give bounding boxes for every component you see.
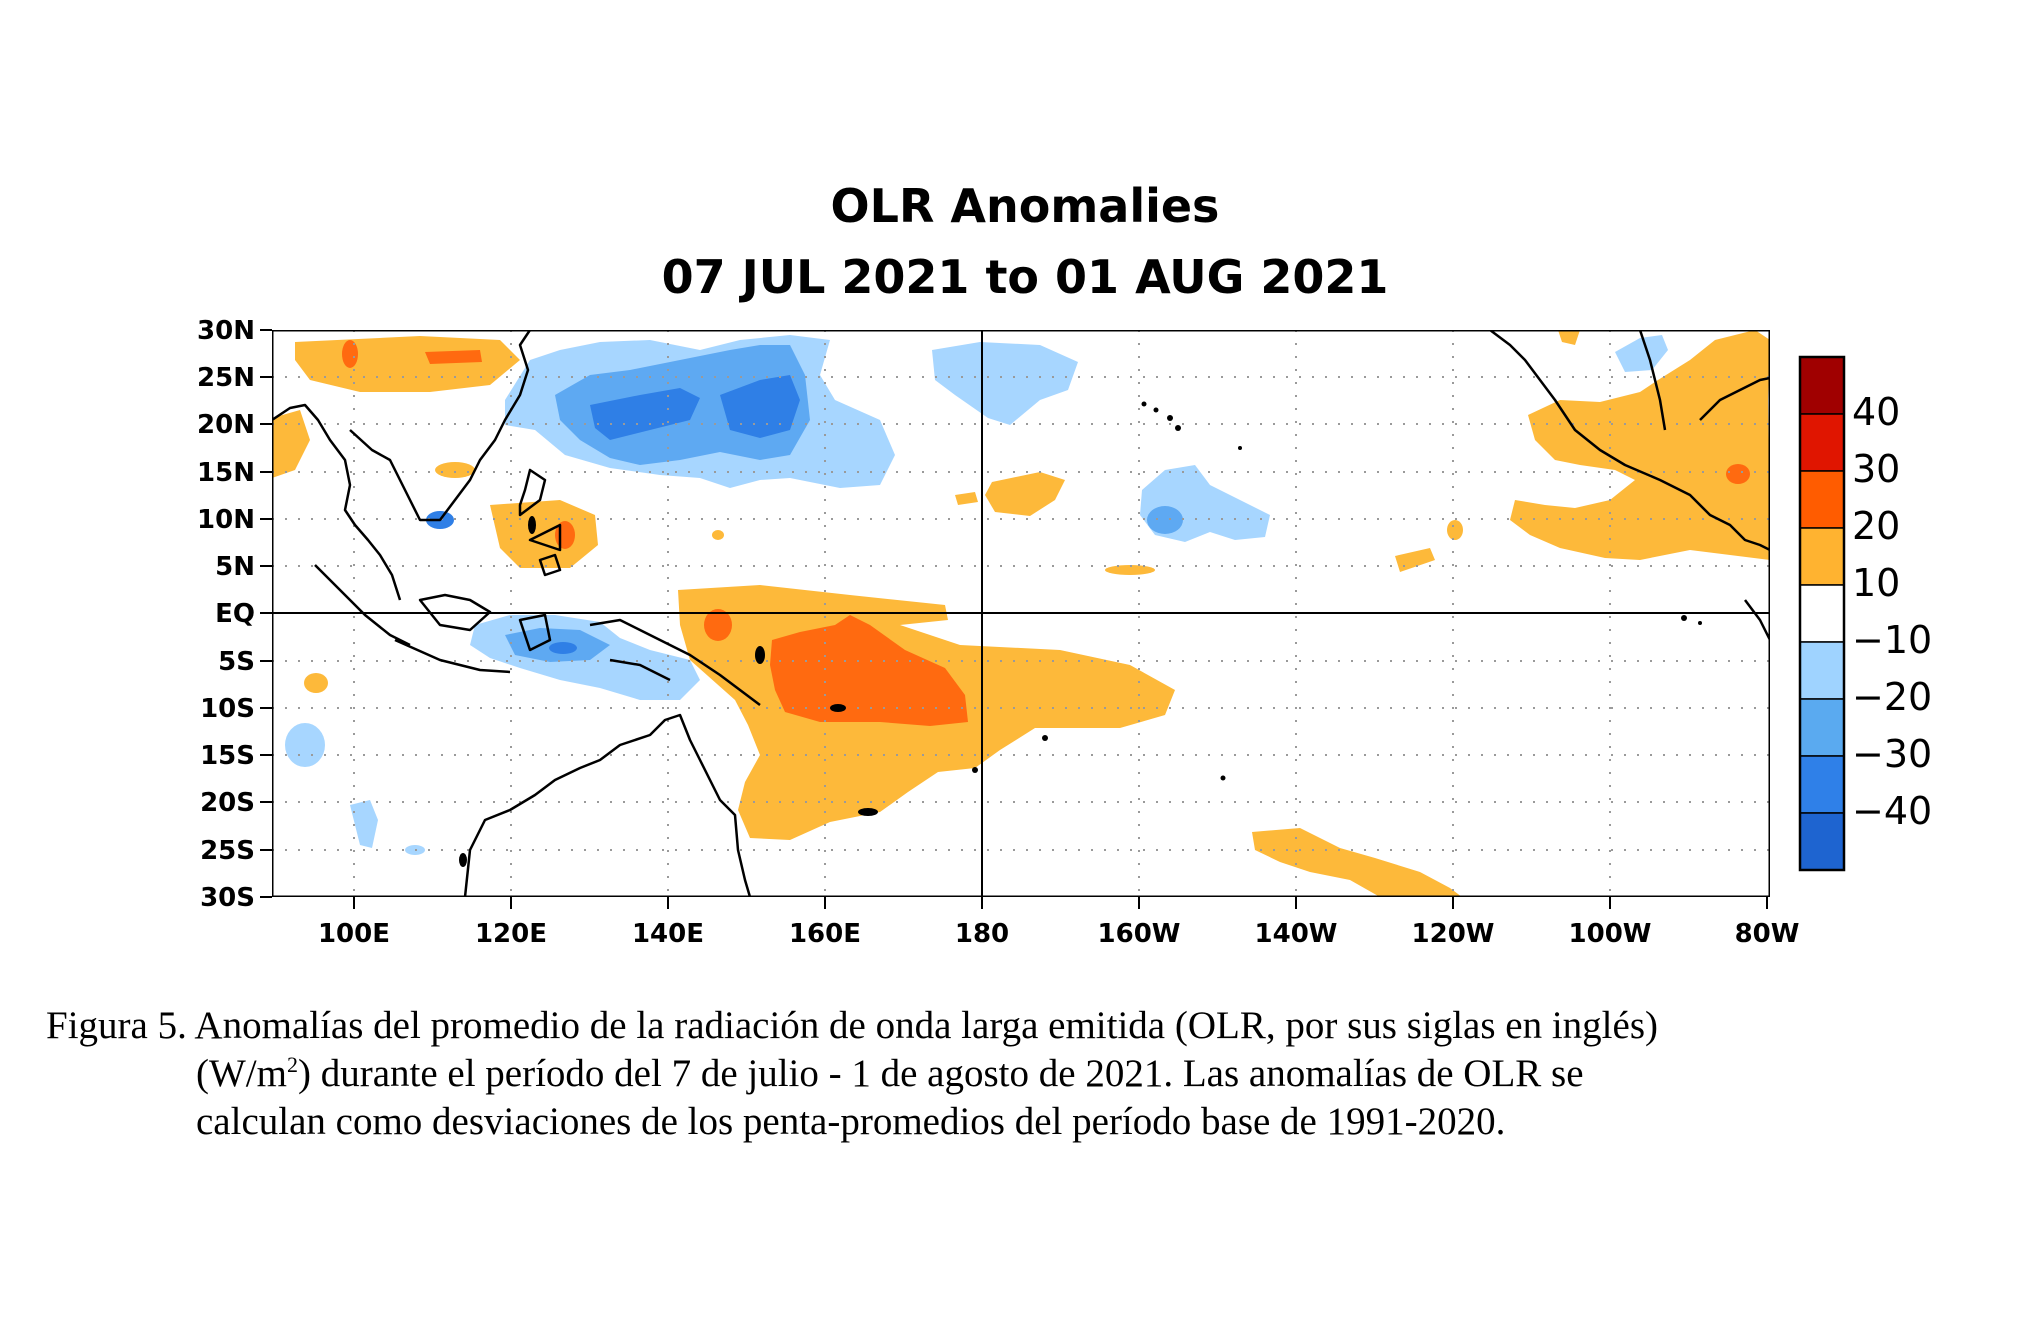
lat-label: 5N <box>215 552 255 582</box>
colorbar-swatch <box>1799 356 1845 415</box>
colorbar-label: 30 <box>1852 447 1900 491</box>
lon-label: 140E <box>632 919 704 949</box>
caption-superscript: 2 <box>286 1052 298 1077</box>
lat-label: 25N <box>197 363 255 393</box>
map-title: OLR Anomalies <box>831 179 1220 233</box>
lon-label: 120E <box>475 919 547 949</box>
figure-caption: Figura 5. Anomalías del promedio de la r… <box>46 1002 2006 1146</box>
colorbar: 40 30 20 10 −10 −20 −30 −40 <box>1798 355 1932 872</box>
colorbar-label: 40 <box>1852 390 1900 434</box>
colorbar-label: −20 <box>1852 675 1932 719</box>
colorbar-swatch <box>1799 584 1845 643</box>
lon-label: 160E <box>789 919 861 949</box>
colorbar-label: −40 <box>1852 789 1932 833</box>
colorbar-label: −10 <box>1852 618 1932 662</box>
colorbar-swatch <box>1799 812 1845 871</box>
lon-label: 160W <box>1098 919 1181 949</box>
strong-positive-anomaly-regions <box>342 340 1750 726</box>
colorbar-swatch <box>1799 755 1845 814</box>
colorbar-label: 20 <box>1852 504 1900 548</box>
lat-label: 25S <box>200 836 255 866</box>
lon-label: 100E <box>318 919 390 949</box>
lat-label: 20N <box>197 410 255 440</box>
caption-line-2-start: (W/m <box>196 1052 287 1095</box>
colorbar-swatch <box>1799 698 1845 757</box>
colorbar-label: −30 <box>1852 732 1932 776</box>
lat-label: 30S <box>200 883 255 913</box>
caption-line-3: calculan como desviaciones de los penta-… <box>196 1100 1506 1143</box>
lat-label: 10S <box>200 694 255 724</box>
olr-anomaly-figure: OLR Anomalies 07 JUL 2021 to 01 AUG 2021 <box>197 179 1932 949</box>
lat-label: 5S <box>218 647 255 677</box>
coastlines <box>272 330 1770 897</box>
lon-label: 120W <box>1412 919 1495 949</box>
colorbar-label: 10 <box>1852 561 1900 605</box>
lat-label: 10N <box>197 505 255 535</box>
lat-label: 20S <box>200 788 255 818</box>
caption-line-1: Figura 5. Anomalías del promedio de la r… <box>46 1004 1658 1047</box>
colorbar-swatch <box>1799 527 1845 586</box>
lat-label: EQ <box>215 599 255 629</box>
caption-line-2-end: ) durante el período del 7 de julio - 1 … <box>297 1052 1584 1095</box>
longitude-axis: 100E 120E 140E 160E 180 160W 140W 120W 1… <box>318 897 1799 949</box>
colorbar-swatch <box>1799 413 1845 472</box>
islands <box>459 401 1702 867</box>
lat-label: 15S <box>200 741 255 771</box>
colorbar-border <box>1798 355 1846 872</box>
colorbar-swatch <box>1799 641 1845 700</box>
lat-label: 30N <box>197 316 255 346</box>
map-plot-area <box>272 330 1770 897</box>
lon-label: 100W <box>1569 919 1652 949</box>
latitude-axis: 30N 25N 20N 15N 10N 5N EQ 5S 10S 15S 20S… <box>197 316 272 913</box>
colorbar-swatches <box>1798 355 1846 872</box>
map-date-range: 07 JUL 2021 to 01 AUG 2021 <box>662 250 1389 304</box>
lat-label: 15N <box>197 458 255 488</box>
grid-lines <box>272 330 1770 897</box>
colorbar-swatch <box>1799 470 1845 529</box>
lon-label: 140W <box>1255 919 1338 949</box>
lon-label: 80W <box>1735 919 1800 949</box>
lon-label: 180 <box>955 919 1009 949</box>
caption-line-2: (W/m2) durante el período del 7 de julio… <box>46 1050 2006 1098</box>
very-strong-negative-anomaly-regions <box>426 375 800 654</box>
